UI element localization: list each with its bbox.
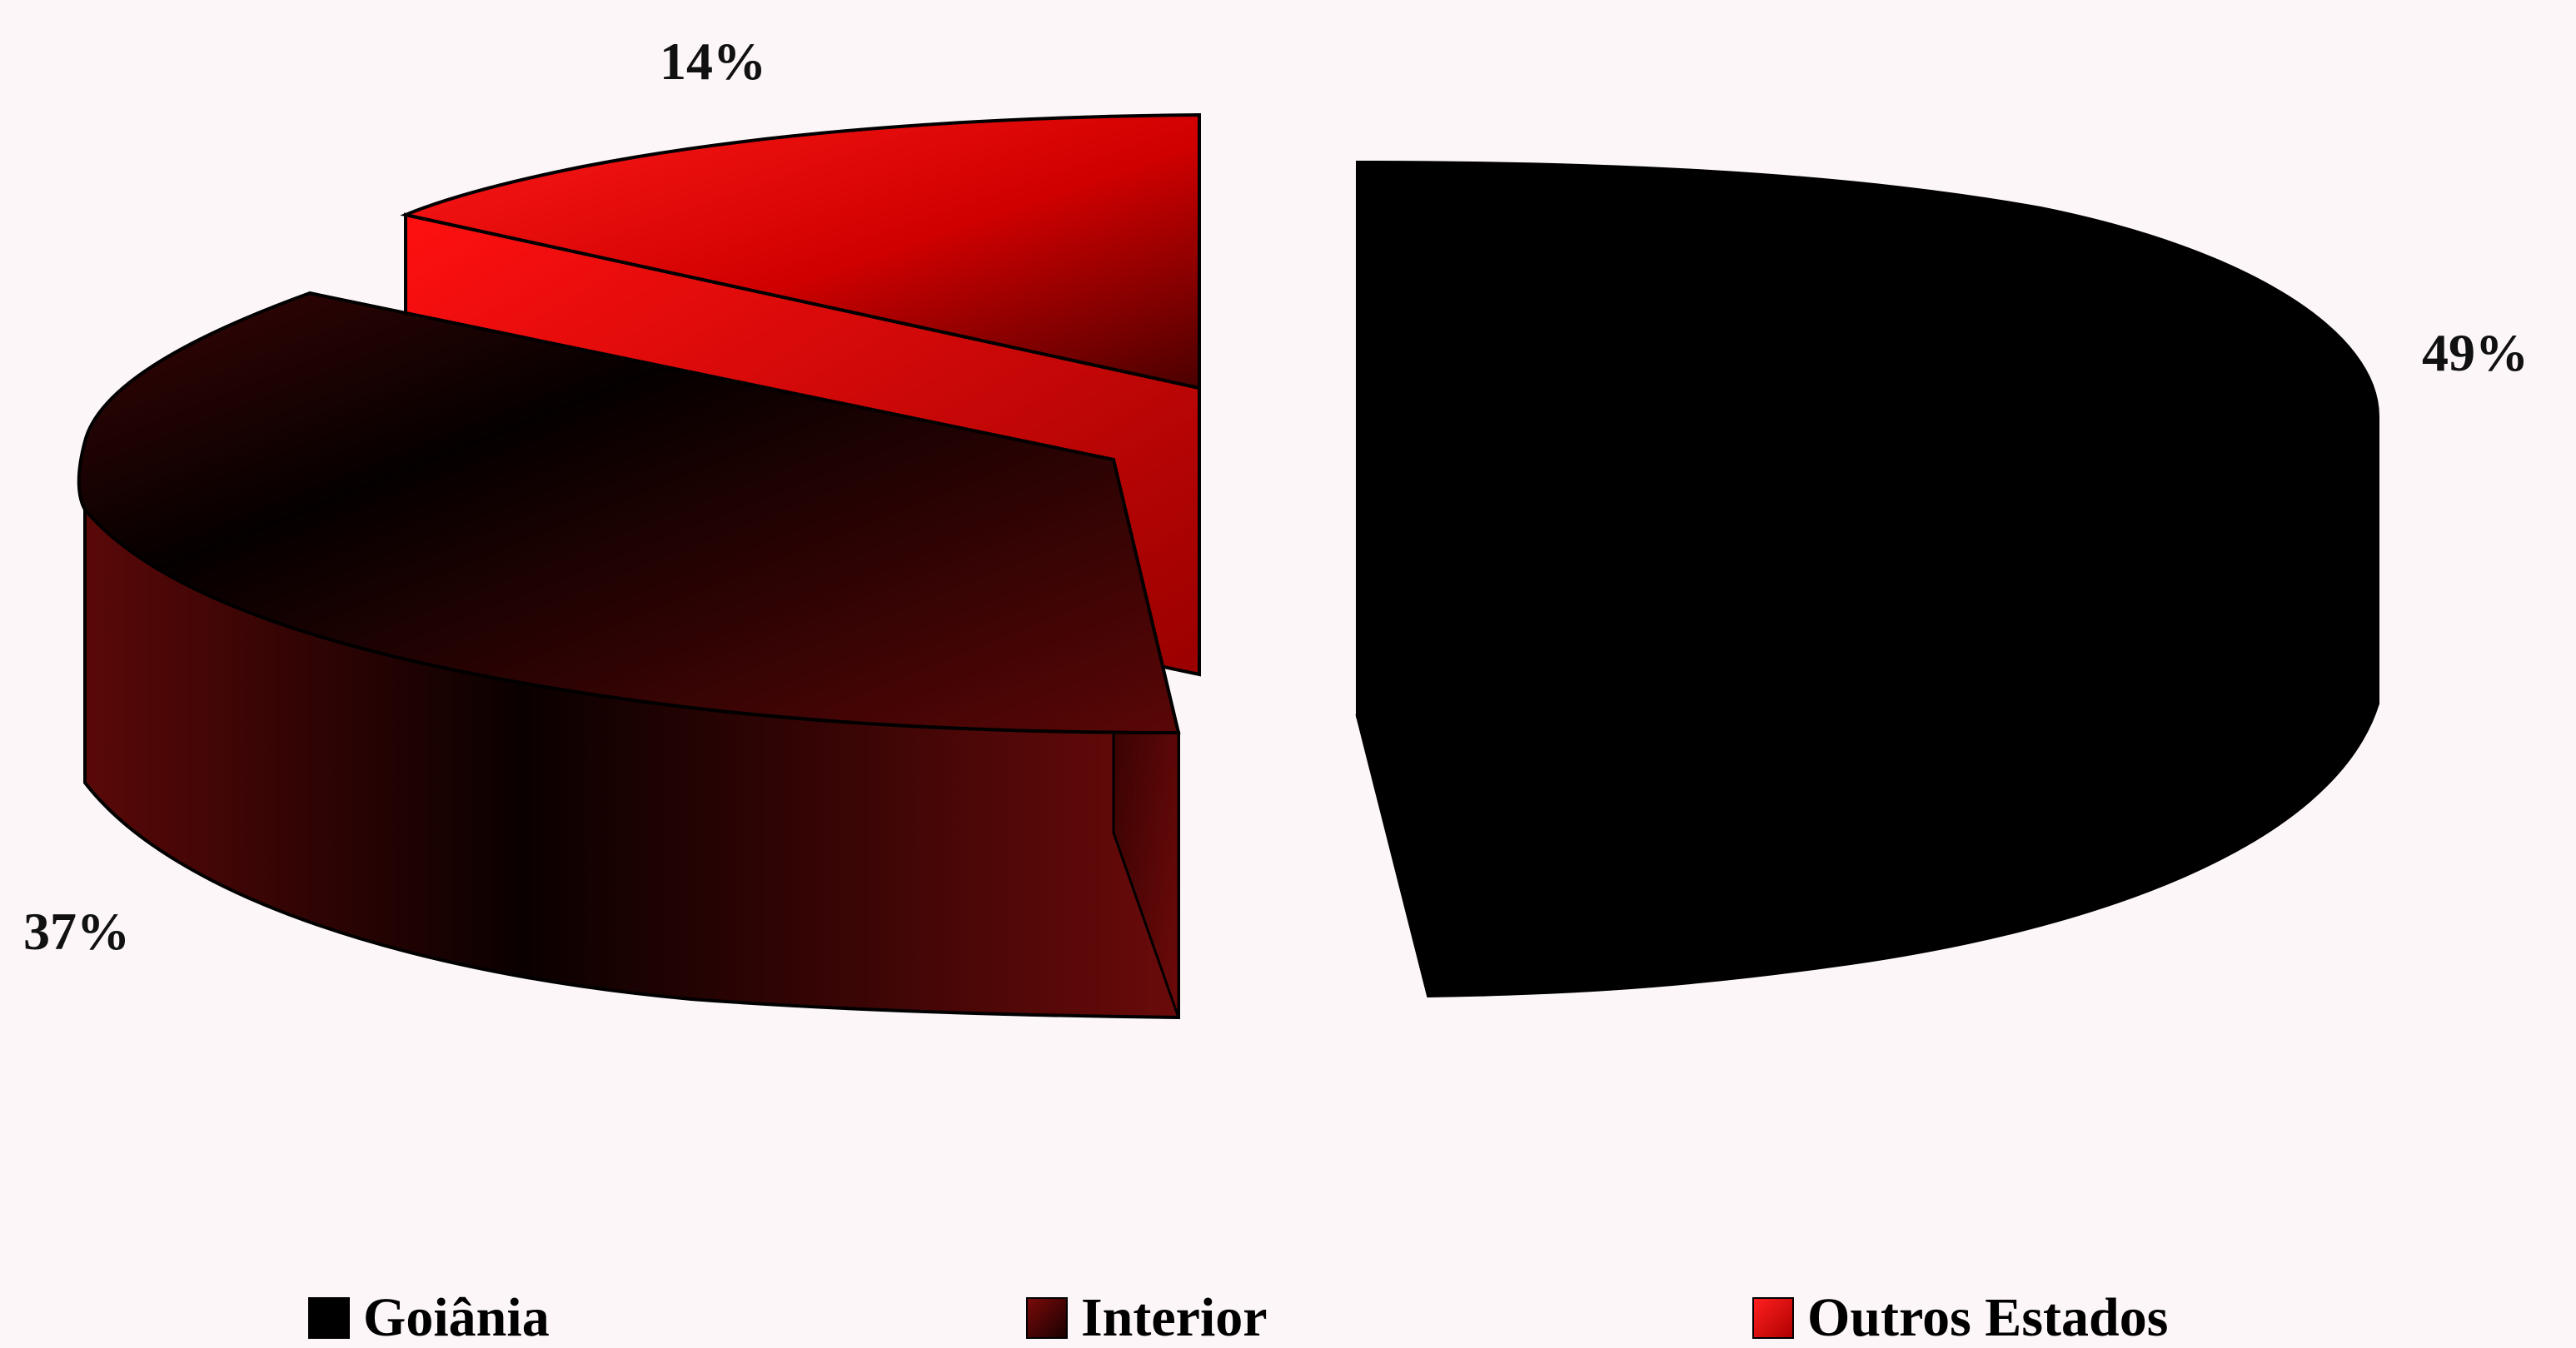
slice-goiania	[1355, 160, 2380, 998]
legend-swatch-goiania	[308, 1297, 350, 1339]
legend-item-interior: Interior	[1026, 1291, 1268, 1346]
slice-outros-estados-top	[400, 112, 1201, 390]
legend-label-goiania: Goiânia	[363, 1287, 550, 1348]
legend-swatch-interior	[1026, 1297, 1068, 1339]
legend-label-interior: Interior	[1081, 1287, 1268, 1348]
legend-label-outros-estados: Outros Estados	[1807, 1287, 2169, 1348]
slice-interior	[77, 291, 1181, 1020]
legend-swatch-outros-estados	[1752, 1297, 1794, 1339]
slice-goiania-top	[1356, 160, 2380, 719]
legend-item-goiania: Goiânia	[308, 1291, 550, 1346]
legend-item-outros-estados: Outros Estados	[1752, 1291, 2168, 1346]
slice-interior-top	[77, 291, 1181, 735]
data-label-interior: 37%	[23, 902, 130, 961]
data-label-goiania: 49%	[2422, 323, 2529, 382]
data-label-outros-estados: 14%	[660, 32, 766, 91]
